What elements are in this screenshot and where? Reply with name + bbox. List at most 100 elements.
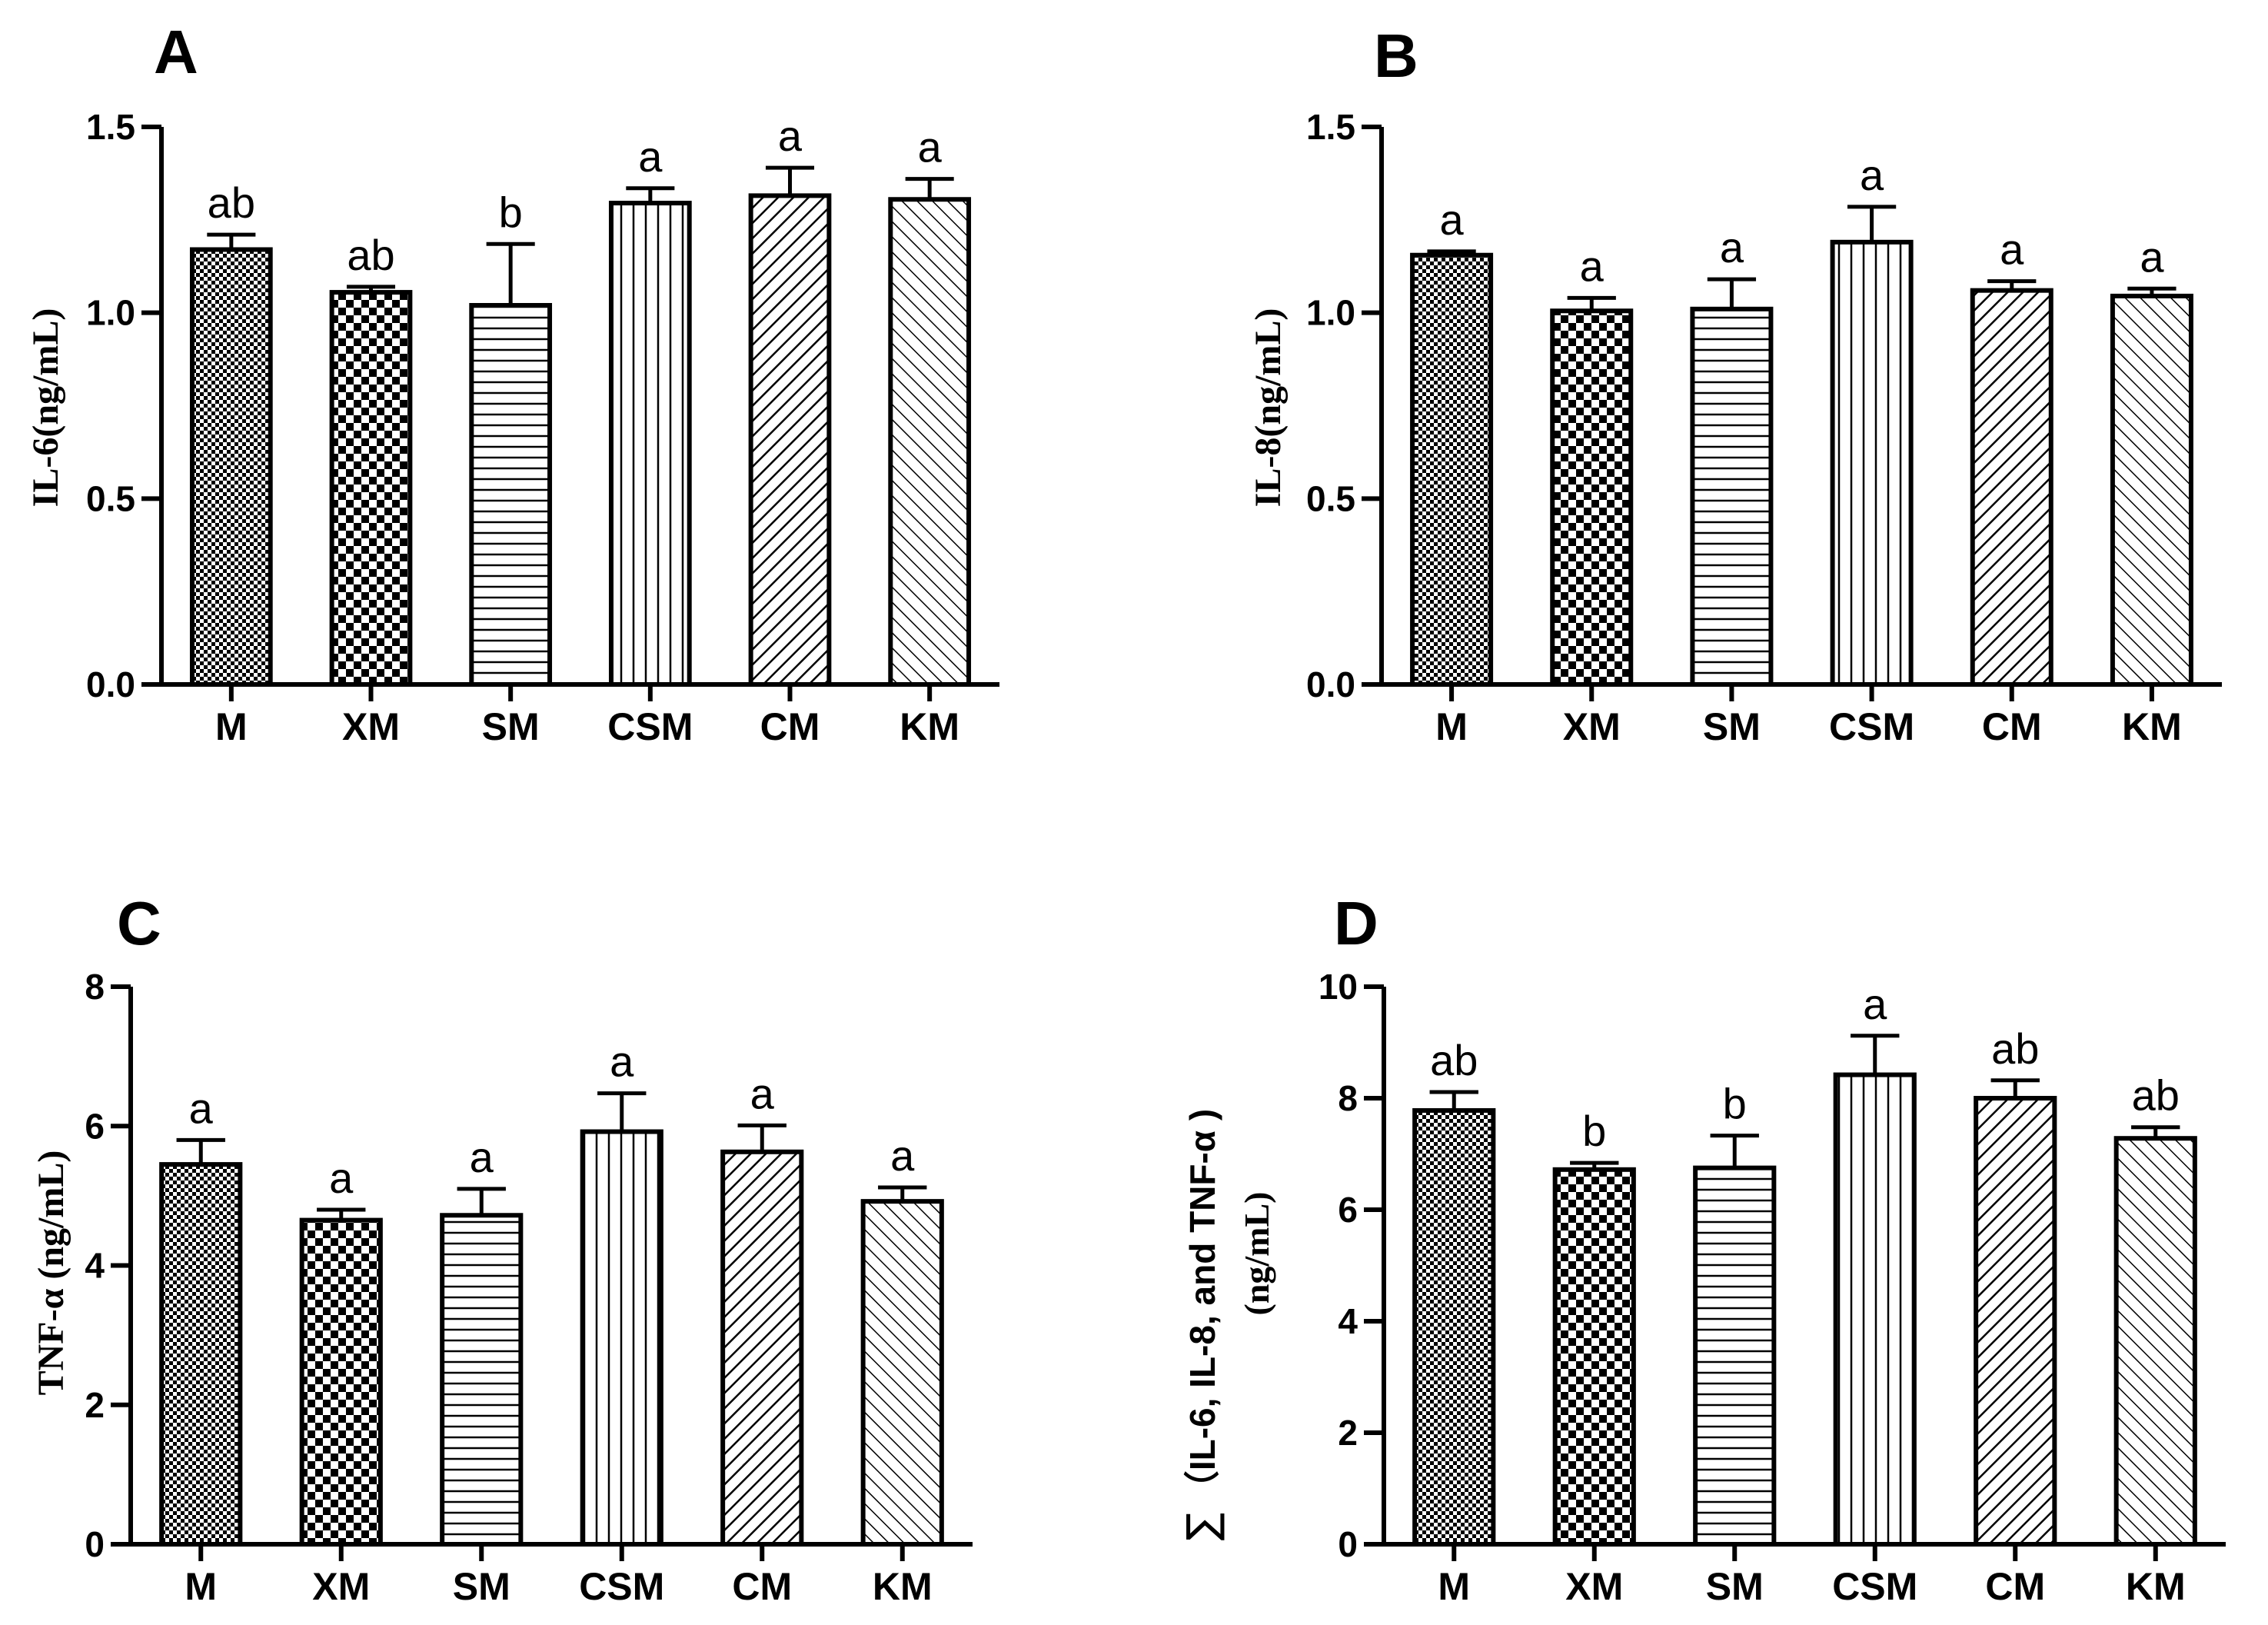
panel-b-bar — [1690, 306, 1774, 687]
panel-d-x-tick-label: CSM — [1832, 1565, 1917, 1608]
panel-c-significance-label: a — [890, 1131, 915, 1180]
panel-c-bar — [440, 1213, 524, 1547]
panel-d-bar — [1833, 1072, 1917, 1547]
panel-b-bar — [1970, 288, 2054, 687]
panel-c-significance-label: a — [189, 1084, 214, 1132]
panel-b-bar — [2110, 293, 2193, 687]
panel-c-bar — [299, 1217, 383, 1547]
panel-b-x-tick-label: XM — [1563, 705, 1621, 748]
panel-c-letter: C — [117, 889, 161, 957]
panel-d-y-tick-label: 6 — [1338, 1190, 1358, 1230]
panel-b-significance-label: a — [2140, 232, 2164, 281]
panel-a-y-tick-label: 0.5 — [86, 478, 135, 518]
panel-d-y-tick-label: 4 — [1338, 1301, 1358, 1341]
panel-d-sigma-symbol: ∑ — [1178, 1513, 1226, 1540]
panel-c-bar — [580, 1129, 663, 1547]
panel-d-y-tick-label: 8 — [1338, 1078, 1358, 1118]
panel-c: C TNF-α (ng/mL) 0 2 4 6 8 Ma XM a SM a CSM a CM a KM a — [31, 889, 973, 1608]
panel-d-significance-label: a — [1863, 980, 1887, 1028]
panel-a-significance-label: b — [499, 188, 523, 236]
panel-a-x-tick-label: CSM — [607, 705, 693, 748]
panel-c-y-tick-label: 6 — [85, 1106, 105, 1146]
panel-d-bar — [2113, 1136, 2197, 1547]
panel-d-bar — [1974, 1096, 2057, 1547]
panel-d-x-tick-label: KM — [2126, 1565, 2186, 1608]
panel-a-x-tick-label: CM — [760, 705, 820, 748]
panel-b-bar — [1830, 239, 1914, 688]
panel-a-significance-label: ab — [347, 231, 394, 279]
panel-a-y-tick-label: 1.5 — [86, 107, 135, 147]
panel-a-bar — [888, 197, 972, 687]
panel-b-y-tick-label: 1.5 — [1306, 107, 1355, 147]
panel-a-bar — [608, 201, 692, 688]
panel-b-letter: B — [1374, 22, 1418, 90]
panel-c-significance-label: a — [750, 1069, 775, 1117]
panel-c-bar — [860, 1199, 944, 1547]
panel-c-y-tick-label: 8 — [85, 967, 105, 1007]
panel-c-significance-label: a — [610, 1037, 634, 1086]
panel-c-x-tick-label: XM — [312, 1565, 370, 1608]
panel-a-bar — [329, 290, 413, 687]
panel-a-significance-label: ab — [208, 178, 255, 227]
panel-d-letter: D — [1334, 889, 1378, 957]
panel-c-significance-label: a — [470, 1133, 494, 1181]
panel-a-x-tick-label: SM — [482, 705, 540, 748]
panel-b-x-tick-label: M — [1435, 705, 1468, 748]
panel-a-x-tick-label: M — [215, 705, 248, 748]
panel-c-x-tick-label: CSM — [579, 1565, 664, 1608]
panel-d: D （IL-6, IL-8, and TNF-α ) (ng/mL) ∑ 0 2 4… — [1178, 889, 2226, 1608]
panel-b-x-tick-label: CM — [1982, 705, 2042, 748]
panel-b-y-tick-label: 0.5 — [1306, 478, 1355, 518]
panel-d-x-tick-label: XM — [1565, 1565, 1623, 1608]
panel-d-significance-label: ab — [1991, 1024, 2039, 1073]
panel-d-significance-label: b — [1723, 1080, 1747, 1128]
panel-b-significance-label: a — [2000, 225, 2024, 274]
panel-c-x-tick-label: SM — [453, 1565, 510, 1608]
panel-c-x-tick-label: M — [185, 1565, 217, 1608]
panel-c-x-tick-label: KM — [873, 1565, 933, 1608]
panel-a: A IL-6(ng/mL) 0.0 0.5 1.0 1.5 Mab XM ab SM b CSM a… — [25, 18, 999, 748]
panel-b-bar — [1410, 252, 1494, 687]
panel-b-significance-label: a — [1440, 195, 1465, 244]
panel-b-y-axis-label: IL-8(ng/mL) — [1248, 308, 1289, 508]
panel-b-significance-label: a — [1580, 241, 1605, 290]
panel-b-y-tick-label: 0.0 — [1306, 664, 1355, 704]
panel-a-bar — [748, 193, 832, 687]
panel-a-significance-label: a — [778, 112, 803, 160]
panel-c-x-tick-label: CM — [732, 1565, 792, 1608]
panel-d-significance-label: ab — [2132, 1071, 2180, 1120]
panel-a-y-tick-label: 0.0 — [86, 664, 135, 704]
panel-a-x-tick-label: KM — [900, 705, 959, 748]
panel-a-significance-label: a — [638, 132, 663, 181]
panel-b: B IL-8(ng/mL) 0.0 0.5 1.0 1.5 Ma XM a SM a CSM a CM… — [1248, 22, 2222, 748]
panel-b-significance-label: a — [1860, 151, 1884, 199]
panel-b-y-tick-label: 1.0 — [1306, 293, 1355, 333]
panel-b-bar — [1550, 308, 1634, 687]
panel-a-y-axis-label: IL-6(ng/mL) — [25, 308, 66, 508]
panel-a-bar — [469, 303, 553, 687]
panel-a-bar — [189, 247, 273, 687]
panel-d-bar — [1693, 1165, 1777, 1547]
panel-c-bar — [720, 1149, 804, 1547]
panel-c-bar — [159, 1162, 243, 1547]
panel-c-significance-label: a — [329, 1154, 354, 1202]
panel-c-y-tick-label: 2 — [85, 1385, 105, 1425]
panel-d-bar — [1412, 1107, 1496, 1547]
panel-a-significance-label: a — [918, 123, 943, 171]
panel-b-x-tick-label: SM — [1703, 705, 1761, 748]
panel-d-x-tick-label: M — [1438, 1565, 1470, 1608]
panel-d-x-tick-label: CM — [1985, 1565, 2045, 1608]
panel-d-significance-label: b — [1582, 1107, 1606, 1155]
panel-d-y-tick-label: 2 — [1338, 1413, 1358, 1453]
panel-d-bar — [1552, 1167, 1636, 1547]
panel-d-y-tick-label: 0 — [1338, 1524, 1358, 1564]
panel-c-y-axis-label: TNF-α (ng/mL) — [31, 1150, 71, 1396]
panel-d-x-tick-label: SM — [1706, 1565, 1764, 1608]
panel-a-x-tick-label: XM — [342, 705, 400, 748]
panel-c-y-tick-label: 0 — [85, 1524, 105, 1564]
panel-a-y-tick-label: 1.0 — [86, 293, 135, 333]
panel-c-y-tick-label: 4 — [85, 1246, 105, 1286]
panel-a-letter: A — [154, 18, 198, 86]
panel-b-significance-label: a — [1720, 223, 1744, 271]
